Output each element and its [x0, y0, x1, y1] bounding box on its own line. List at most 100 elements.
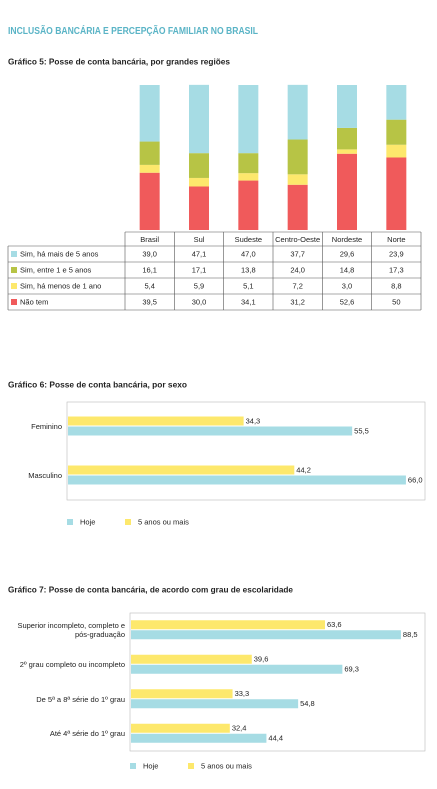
legend-label: Sim, entre 1 e 5 anos	[20, 265, 92, 274]
column-header: Nordeste	[332, 235, 362, 244]
legend-swatch	[125, 519, 131, 525]
table-value: 47,1	[192, 249, 207, 258]
category-label: Superior incompleto, completo e pós-grad…	[17, 621, 125, 640]
table-value: 14,8	[340, 265, 355, 274]
bar-segment	[238, 85, 259, 154]
bar-segment	[386, 144, 407, 158]
value-label: 34,3	[246, 416, 261, 425]
legend-label: Hoje	[143, 761, 158, 770]
chart-title: Gráfico 5: Posse de conta bancária, por …	[8, 56, 230, 66]
table-value: 23,9	[389, 249, 404, 258]
table-value: 34,1	[241, 297, 256, 306]
category-label: Masculino	[28, 471, 62, 480]
value-label: 69,3	[344, 665, 359, 674]
column-header: Brasil	[140, 235, 159, 244]
bar-segment	[139, 164, 160, 173]
bar-segment	[386, 85, 407, 120]
table-value: 7,2	[292, 281, 302, 290]
legend-swatch	[67, 519, 73, 525]
chart-title: Gráfico 6: Posse de conta bancária, por …	[8, 379, 187, 389]
bar-segment	[189, 177, 209, 187]
table-value: 16,1	[142, 265, 157, 274]
table-value: 50	[392, 297, 400, 306]
bar-segment	[337, 127, 357, 150]
legend-swatch	[11, 283, 17, 289]
bar-segment	[337, 149, 357, 154]
value-label: 55,5	[354, 426, 369, 435]
bar-segment	[139, 141, 160, 165]
legend-swatch	[11, 251, 17, 257]
bar-segment	[287, 84, 308, 140]
table-value: 47,0	[241, 249, 256, 258]
value-label: 44,4	[268, 734, 283, 743]
value-label: 33,3	[235, 689, 250, 698]
value-label: 88,5	[403, 630, 418, 639]
plot-frame	[129, 612, 426, 752]
table-value: 5,9	[194, 281, 204, 290]
table-value: 5,4	[144, 281, 154, 290]
bar	[68, 475, 406, 485]
category-label: Até 4ª série do 1º grau	[49, 729, 125, 739]
column-header: Sul	[194, 235, 205, 244]
bar	[131, 723, 230, 733]
bar	[131, 733, 267, 743]
table-value: 30,0	[192, 297, 207, 306]
legend-label: Hoje	[80, 517, 95, 526]
bar	[131, 620, 325, 630]
category-label: De 5ª a 8ª série do 1º grau	[36, 694, 125, 704]
column-header: Norte	[387, 235, 405, 244]
bar	[131, 654, 252, 664]
bar	[131, 689, 233, 699]
legend-swatch	[11, 299, 17, 305]
value-label: 39,6	[254, 655, 269, 664]
legend-label: Não tem	[20, 297, 48, 306]
value-label: 54,8	[300, 699, 315, 708]
legend-swatch	[11, 267, 17, 273]
legend-label: 5 anos ou mais	[201, 761, 252, 770]
category-label: Feminino	[31, 422, 62, 431]
bar-segment	[337, 153, 357, 230]
table-value: 29,6	[340, 249, 355, 258]
bar-segment	[139, 85, 160, 142]
plot-frame	[66, 401, 426, 501]
bar-segment	[189, 153, 209, 178]
legend-label: Sim, há mais de 5 anos	[20, 249, 99, 258]
column-header: Sudeste	[235, 235, 263, 244]
bar	[131, 630, 401, 640]
table-value: 24,0	[290, 265, 305, 274]
bar-segment	[238, 173, 259, 181]
value-label: 44,2	[296, 465, 311, 474]
table-value: 13,8	[241, 265, 256, 274]
table-value: 52,6	[340, 297, 355, 306]
bar	[131, 664, 343, 674]
bar-segment	[139, 172, 160, 230]
legend-label: Sim, há menos de 1 ano	[20, 281, 101, 290]
legend-swatch	[188, 763, 194, 769]
value-label: 32,4	[232, 724, 247, 733]
bar	[131, 699, 299, 709]
bar-segment	[238, 153, 259, 174]
bar-segment	[189, 84, 209, 154]
value-label: 63,6	[327, 620, 342, 629]
bar-segment	[287, 184, 308, 230]
bar-segment	[337, 85, 357, 128]
column-header: Centro-Oeste	[275, 235, 320, 244]
bar-segment	[287, 174, 308, 185]
table-value: 39,0	[142, 249, 157, 258]
table-value: 39,5	[142, 297, 157, 306]
table-value: 3,0	[342, 281, 352, 290]
bar	[68, 416, 244, 426]
bar-segment	[386, 119, 407, 145]
page-title: INCLUSÃO BANCÁRIA E PERCEPÇÃO FAMILIAR N…	[8, 24, 258, 37]
bar-segment	[287, 139, 308, 175]
value-label: 66,0	[408, 475, 423, 484]
table-value: 37,7	[290, 249, 305, 258]
legend-swatch	[130, 763, 136, 769]
bar	[68, 465, 295, 475]
legend-label: 5 anos ou mais	[138, 517, 189, 526]
table-value: 8,8	[391, 281, 401, 290]
category-label: 2º grau completo ou incompleto	[19, 660, 125, 670]
table-value: 31,2	[290, 297, 305, 306]
bar	[68, 426, 353, 436]
